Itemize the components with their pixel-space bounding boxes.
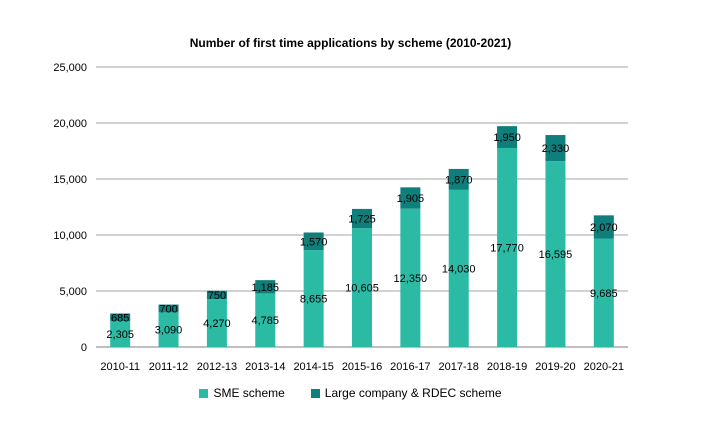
bar-large-company xyxy=(110,313,131,322)
bar-large-company xyxy=(593,215,614,239)
x-tick-label: 2015-16 xyxy=(342,361,382,373)
data-label-large-company: 1,905 xyxy=(397,193,425,205)
x-tick-label: 2012-13 xyxy=(197,361,237,373)
bar-sme xyxy=(110,321,131,347)
bar-large-company xyxy=(206,290,227,300)
bar-sme xyxy=(206,299,227,347)
chart-title: Number of first time applications by sch… xyxy=(189,36,512,50)
legend: SME scheme Large company & RDEC scheme xyxy=(0,386,701,400)
bar-sme xyxy=(158,312,179,347)
data-label-sme: 9,685 xyxy=(590,288,618,300)
data-label-sme: 2,305 xyxy=(106,329,134,341)
bar-large-company xyxy=(400,187,421,209)
bar-sme xyxy=(303,250,324,347)
y-tick-label: 5,000 xyxy=(59,286,87,298)
data-label-large-company: 685 xyxy=(111,312,129,324)
data-label-large-company: 700 xyxy=(159,303,177,315)
data-label-sme: 17,770 xyxy=(490,242,524,254)
data-label-large-company: 1,725 xyxy=(348,214,376,226)
bar-large-company xyxy=(545,135,566,162)
data-label-sme: 4,785 xyxy=(252,315,280,327)
legend-label-large: Large company & RDEC scheme xyxy=(324,386,502,400)
data-label-sme: 4,270 xyxy=(203,318,231,330)
data-label-large-company: 2,330 xyxy=(542,143,570,155)
data-label-large-company: 2,070 xyxy=(590,222,618,234)
bar-large-company xyxy=(352,208,372,229)
data-label-sme: 3,090 xyxy=(155,325,183,337)
bar-sme xyxy=(255,293,276,347)
x-tick-label: 2019-20 xyxy=(535,361,575,373)
data-label-large-company: 1,950 xyxy=(493,132,521,144)
x-tick-label: 2011-12 xyxy=(149,361,189,373)
data-label-large-company: 1,870 xyxy=(445,174,473,186)
data-label-sme: 8,655 xyxy=(300,294,328,306)
y-tick-label: 0 xyxy=(81,342,87,354)
y-tick-label: 15,000 xyxy=(53,174,87,186)
legend-swatch-sme xyxy=(199,388,209,398)
y-tick-label: 20,000 xyxy=(53,118,87,130)
bar-large-company xyxy=(303,232,324,251)
data-label-sme: 12,350 xyxy=(394,273,428,285)
legend-item-sme: SME scheme xyxy=(199,386,285,400)
legend-item-large: Large company & RDEC scheme xyxy=(310,386,502,400)
data-label-large-company: 1,570 xyxy=(300,236,328,248)
x-tick-label: 2020-21 xyxy=(584,361,624,373)
data-label-sme: 14,030 xyxy=(442,263,476,275)
legend-label-sme: SME scheme xyxy=(213,386,285,400)
data-label-sme: 16,595 xyxy=(539,249,573,261)
bar-sme xyxy=(448,189,469,347)
bar-large-company xyxy=(448,168,469,190)
data-label-large-company: 750 xyxy=(208,290,226,302)
bar-sme xyxy=(400,208,421,347)
bar-large-company xyxy=(158,304,179,313)
x-tick-label: 2013-14 xyxy=(245,361,285,373)
data-label-large-company: 1,185 xyxy=(252,282,280,294)
y-tick-label: 25,000 xyxy=(53,62,87,74)
y-tick-label: 10,000 xyxy=(53,230,87,242)
x-tick-label: 2017-18 xyxy=(439,361,479,373)
bar-sme xyxy=(545,161,566,347)
bar-sme xyxy=(593,238,614,347)
x-tick-label: 2018-19 xyxy=(487,361,527,373)
data-label-sme: 10,605 xyxy=(345,283,379,295)
x-tick-label: 2010-11 xyxy=(100,361,140,373)
x-tick-label: 2014-15 xyxy=(293,361,333,373)
bar-large-company xyxy=(497,126,518,148)
bar-sme xyxy=(352,228,372,347)
bar-large-company xyxy=(255,280,276,294)
bar-sme xyxy=(497,147,518,347)
legend-swatch-large xyxy=(310,388,320,398)
x-tick-label: 2016-17 xyxy=(390,361,430,373)
